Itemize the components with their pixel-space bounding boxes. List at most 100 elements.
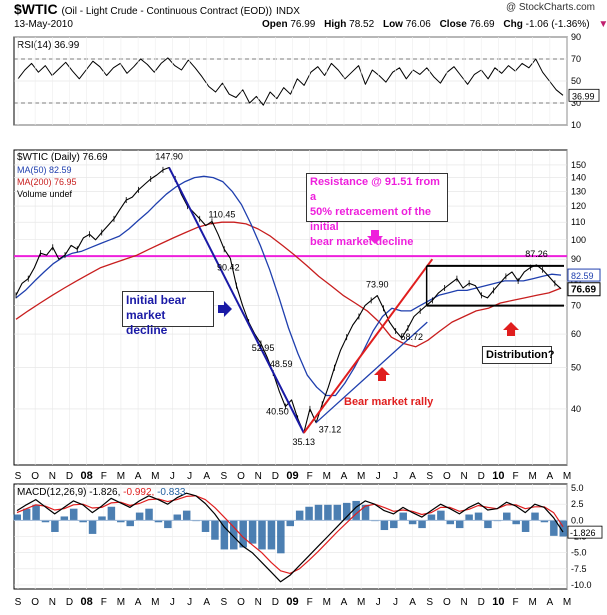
price-tick-label: 120 [571, 201, 586, 211]
price-tick-label: 50 [571, 363, 581, 373]
macd-histogram-bar [342, 502, 351, 521]
down-arrow-icon [367, 230, 383, 244]
rsi-tick-label: 90 [571, 32, 581, 42]
x-tick-label: A [547, 471, 554, 482]
macd-hist-legend: -0.833 [157, 487, 186, 498]
ma50-legend: MA(50) 82.59 [17, 165, 72, 175]
macd-histogram-bar [380, 520, 389, 531]
price-tick-label: 130 [571, 186, 586, 196]
down-triangle-icon: ▼ [598, 19, 607, 30]
macd-histogram-bar [361, 504, 370, 521]
macd-histogram-bar [324, 504, 332, 521]
low-value: 76.06 [405, 19, 431, 30]
x-tick-label: N [49, 471, 56, 482]
x-tick-label: S [221, 471, 228, 482]
chg-label: Chg [503, 19, 523, 30]
macd-x-tick-label: F [307, 597, 313, 608]
high-label: High [324, 19, 347, 30]
macd-histogram-bar [503, 512, 511, 521]
x-tick-label: M [117, 471, 125, 482]
macd-tick-label: 5.0 [571, 483, 584, 493]
macd-x-tick-label: M [529, 597, 537, 608]
brand-watermark: @ StockCharts.com [505, 2, 595, 13]
price-point-label: 48.59 [270, 359, 293, 369]
macd-tick-label: 2.5 [571, 499, 584, 509]
macd-x-tick-label: S [221, 597, 228, 608]
macd-histogram-bar [135, 512, 144, 521]
macd-x-tick-label: O [31, 597, 39, 608]
price-point-label: 52.95 [252, 343, 275, 353]
macd-histogram-bar [390, 520, 398, 529]
x-tick-label: D [478, 471, 485, 482]
x-tick-label: A [135, 471, 142, 482]
price-badge-value: 76.69 [571, 285, 596, 296]
macd-histogram-bar [455, 520, 464, 529]
ticker-description: (Oil - Light Crude - Continuous Contract… [61, 6, 273, 17]
x-tick-label: N [460, 471, 467, 482]
x-tick-label: A [341, 471, 348, 482]
chart-date: 13-May-2010 [14, 19, 73, 30]
x-tick-label: M [357, 471, 365, 482]
x-tick-label: M [529, 471, 537, 482]
macd-histogram-bar [22, 508, 31, 521]
x-tick-label: O [443, 471, 451, 482]
chart-ticker: $WTIC (Oil - Light Crude - Continuous Co… [14, 1, 300, 17]
x-tick-label: 09 [286, 470, 298, 482]
rsi-tick-label: 70 [571, 54, 581, 64]
price-point-label: 90.42 [217, 262, 240, 272]
price-tick-label: 140 [571, 173, 586, 183]
macd-histogram-bar [286, 520, 294, 527]
macd-tick-label: -5.0 [571, 548, 587, 558]
macd-histogram-bar [305, 506, 313, 521]
macd-histogram-bar [98, 516, 106, 521]
macd-x-tick-label: M [357, 597, 365, 608]
ticker-symbol: $WTIC [14, 1, 58, 17]
macd-signal-legend: -0.992, [123, 487, 157, 498]
price-point-label: 40.50 [266, 407, 289, 417]
macd-x-tick-label: A [341, 597, 348, 608]
macd-x-tick-label: M [323, 597, 331, 608]
resistance-line-1: Resistance @ 91.51 from a [310, 176, 440, 203]
quote-line: Open 76.99 High 78.52 Low 76.06 Close 76… [262, 19, 607, 30]
macd-legend: MACD(12,26,9) -1.826, -0.992, -0.833 [17, 487, 186, 498]
initial-decline-annotation: Initial bear market decline [122, 291, 214, 337]
price-point-label: 147.90 [155, 152, 183, 162]
price-tick-label: 100 [571, 235, 586, 245]
price-panel-frame [13, 149, 568, 466]
macd-x-tick-label: O [237, 597, 245, 608]
up-arrow-icon [374, 367, 390, 381]
rsi-tick-label: 50 [571, 76, 581, 86]
macd-x-tick-label: M [563, 597, 571, 608]
macd-histogram-bar [446, 520, 455, 525]
ma50-badge-value: 82.59 [571, 271, 594, 281]
macd-histogram-bar [465, 514, 473, 521]
resistance-annotation: Resistance @ 91.51 from a 50% retracemen… [306, 173, 448, 248]
x-tick-label: F [307, 471, 313, 482]
macd-line [16, 492, 564, 583]
macd-histogram-bar [211, 520, 219, 540]
macd-x-tick-label: A [135, 597, 142, 608]
macd-histogram-bar [474, 512, 483, 521]
open-label: Open [262, 19, 288, 30]
macd-histogram-bar [88, 520, 97, 534]
price-point-label: 35.13 [293, 437, 316, 447]
macd-x-tick-label: 10 [492, 596, 504, 608]
macd-x-tick-label: N [255, 597, 262, 608]
up-arrow-icon [503, 322, 519, 336]
macd-x-tick-label: A [409, 597, 416, 608]
ma200-line [15, 221, 562, 348]
x-tick-label: D [66, 471, 73, 482]
macd-x-tick-label: S [15, 597, 22, 608]
chg-value: -1.06 (-1.36%) [525, 19, 590, 30]
resistance-line-3: bear market decline [310, 236, 414, 248]
distribution-annotation: Distribution? [482, 346, 554, 364]
x-tick-label: J [393, 471, 398, 482]
rsi-legend: RSI(14) 36.99 [17, 40, 80, 51]
macd-histogram-bar [60, 516, 69, 521]
macd-histogram-bar [182, 510, 191, 521]
macd-histogram-bar [295, 510, 304, 521]
macd-histogram-bar [267, 520, 276, 550]
macd-x-tick-label: M [151, 597, 159, 608]
macd-histogram-bar [531, 512, 539, 521]
ma50-line [15, 175, 562, 397]
